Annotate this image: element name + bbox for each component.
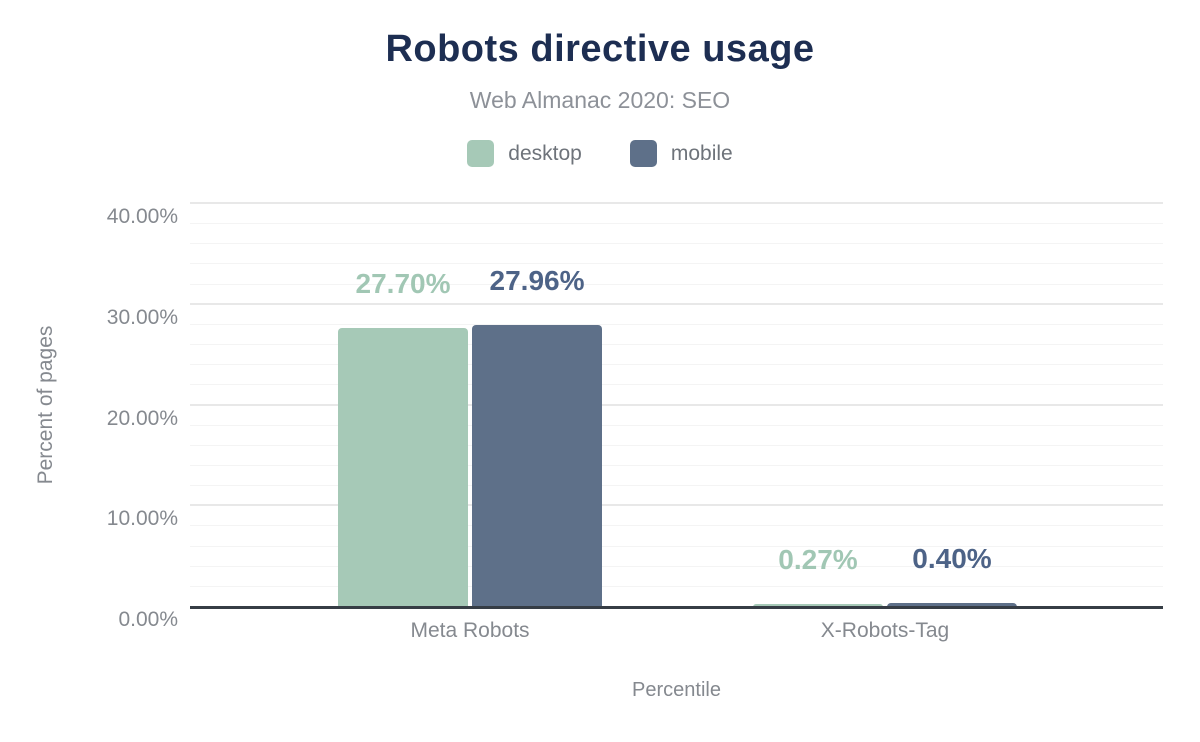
y-tick-label: 30.00% — [106, 305, 178, 329]
minor-gridline — [190, 485, 1163, 487]
minor-gridline — [190, 424, 1163, 426]
plot-area: 27.70% 0.27% 27.96% 0.40% — [190, 202, 1163, 607]
minor-gridline — [190, 464, 1163, 466]
y-tick-label: 20.00% — [106, 406, 178, 430]
y-tick-label: 0.00% — [118, 608, 178, 631]
major-gridline — [190, 504, 1163, 507]
legend-swatch-mobile — [629, 140, 657, 167]
legend-item-mobile: mobile — [629, 140, 733, 167]
x-axis-title: Percentile — [632, 679, 721, 701]
major-gridline — [190, 202, 1163, 204]
minor-gridline — [190, 585, 1163, 587]
major-gridline — [190, 403, 1163, 406]
minor-gridline — [190, 223, 1163, 225]
minor-gridline — [190, 323, 1163, 325]
legend-item-desktop: desktop — [467, 140, 582, 167]
bar-value-label: 27.70% — [355, 267, 451, 299]
legend-label: desktop — [508, 141, 582, 165]
y-tick-label: 10.00% — [106, 507, 178, 531]
major-gridline — [190, 302, 1163, 305]
x-category-label: X-Robots-Tag — [820, 619, 950, 642]
minor-gridline — [190, 384, 1163, 386]
bar-value-label: 27.96% — [489, 265, 585, 297]
minor-gridline — [190, 243, 1163, 245]
minor-gridline — [190, 525, 1163, 527]
bar-value-label: 0.40% — [912, 542, 992, 574]
bar-mobile-meta-robots — [472, 325, 602, 607]
chart-subtitle: Web Almanac 2020: SEO — [469, 87, 731, 113]
chart-title: Robots directive usage — [385, 28, 815, 70]
y-axis-title: Percent of pages — [34, 325, 57, 485]
chart-legend: desktop mobile — [0, 140, 1200, 167]
legend-label: mobile — [670, 141, 733, 165]
x-category-label: Meta Robots — [410, 619, 530, 642]
bar-desktop-x-robots-tag — [753, 604, 883, 607]
x-axis-line — [190, 606, 1163, 609]
y-tick-label: 40.00% — [106, 205, 178, 228]
bar-desktop-meta-robots — [338, 327, 468, 607]
minor-gridline — [190, 263, 1163, 265]
legend-swatch-desktop — [467, 140, 495, 167]
minor-gridline — [190, 364, 1163, 366]
minor-gridline — [190, 344, 1163, 346]
bar-value-label: 0.27% — [778, 544, 858, 576]
bar-mobile-x-robots-tag — [887, 602, 1017, 607]
minor-gridline — [190, 444, 1163, 446]
